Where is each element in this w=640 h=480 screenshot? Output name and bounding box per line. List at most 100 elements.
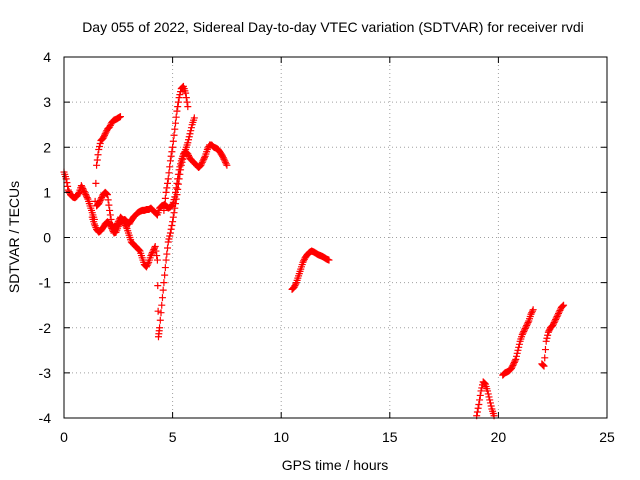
data-point (219, 152, 227, 160)
data-point (80, 186, 88, 194)
data-point (507, 364, 515, 372)
data-point (551, 317, 559, 325)
data-point (80, 188, 88, 196)
data-point (101, 131, 109, 139)
x-axis-label: GPS time / hours (282, 457, 389, 473)
y-tick-label: -2 (39, 320, 52, 336)
data-point (183, 98, 191, 106)
data-point (82, 192, 90, 200)
data-point (539, 361, 547, 369)
data-point (153, 210, 161, 218)
data-point (519, 329, 527, 337)
data-point (107, 215, 115, 223)
data-point (176, 91, 184, 99)
data-point (153, 252, 161, 260)
data-point (552, 315, 560, 323)
series-arc6 (473, 378, 498, 420)
data-point (108, 220, 116, 228)
data-point (187, 127, 195, 135)
data-point (92, 179, 100, 187)
data-point (545, 327, 553, 335)
data-point (529, 306, 537, 314)
data-point (513, 352, 520, 360)
data-point (518, 331, 526, 339)
series-arc4 (160, 82, 192, 214)
data-point (104, 196, 112, 204)
data-point (484, 390, 492, 398)
data-point (95, 146, 103, 154)
data-point (172, 195, 180, 203)
data-point (223, 161, 231, 169)
data-point (103, 190, 111, 198)
data-point (221, 157, 229, 165)
data-point (484, 387, 492, 395)
data-point (165, 235, 173, 243)
data-point (199, 157, 207, 165)
series-arc2 (88, 141, 231, 237)
data-point (74, 190, 82, 198)
data-point (164, 175, 172, 183)
data-point (64, 182, 72, 190)
data-point (93, 161, 101, 169)
data-point (106, 123, 114, 131)
data-point (122, 221, 130, 229)
data-point (172, 113, 180, 121)
series-arc8 (538, 301, 568, 370)
data-point (78, 183, 86, 191)
data-point (167, 225, 175, 233)
y-axis-label: SDTVAR / TECUs (6, 181, 22, 293)
data-point (152, 247, 160, 255)
data-point (174, 185, 182, 193)
data-point (95, 198, 103, 206)
data-point (185, 136, 193, 144)
data-point (185, 133, 193, 141)
data-point (198, 158, 206, 166)
data-point (485, 393, 493, 401)
data-point (163, 250, 171, 258)
data-point (290, 283, 298, 291)
data-point (173, 191, 181, 199)
data-point (219, 154, 227, 162)
data-point (185, 152, 193, 160)
data-point (476, 396, 484, 404)
data-point (169, 213, 177, 221)
data-point (539, 361, 547, 369)
data-point (119, 215, 127, 223)
series-arc1 (60, 113, 124, 223)
data-point (158, 301, 166, 309)
data-point (178, 158, 186, 166)
data-point (486, 399, 494, 407)
data-point (161, 271, 169, 279)
data-point (522, 323, 530, 331)
data-point (299, 258, 307, 266)
data-point (187, 124, 195, 132)
data-point (481, 379, 489, 387)
data-point (106, 206, 114, 214)
data-point (151, 243, 159, 251)
data-point (167, 202, 175, 210)
data-point (543, 334, 551, 342)
data-point (540, 362, 548, 370)
data-point (143, 261, 151, 269)
data-point (544, 328, 552, 336)
data-point (156, 324, 164, 332)
data-point (63, 179, 71, 187)
data-point (95, 142, 103, 150)
data-point (135, 246, 143, 254)
data-point (520, 328, 528, 336)
axis-ticks: 0 5 10 15 20 25 -4 -3 -2 -1 0 1 2 3 4 (39, 49, 615, 445)
x-tick-label: 5 (169, 429, 177, 445)
data-point (159, 286, 167, 294)
data-point (514, 346, 522, 354)
data-point (99, 134, 107, 142)
data-points (60, 82, 568, 420)
data-point (79, 185, 87, 193)
data-point (555, 308, 563, 316)
y-tick-label: -3 (39, 365, 52, 381)
y-tick-label: 2 (43, 139, 51, 155)
data-point (156, 316, 164, 324)
data-point (176, 163, 184, 171)
data-point (528, 307, 536, 315)
data-point (177, 160, 185, 168)
data-point (151, 244, 158, 252)
